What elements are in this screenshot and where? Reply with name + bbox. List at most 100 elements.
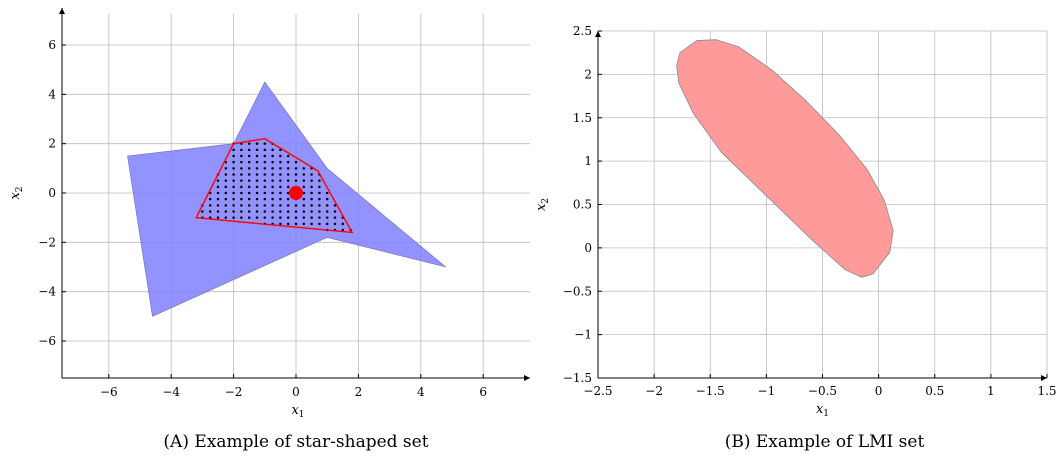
sample-dot: [302, 204, 306, 207]
x-tick-label: 1: [987, 384, 995, 398]
sample-dot: [208, 197, 212, 201]
sample-dot: [310, 204, 313, 207]
sample-dot: [224, 185, 228, 189]
sample-dot: [255, 148, 259, 152]
x-tick-label: −4: [162, 385, 180, 399]
sample-dot: [224, 197, 228, 201]
y-tick-label: 0.5: [573, 198, 592, 212]
sample-dot: [279, 154, 282, 158]
x-tick-label: 1.5: [1037, 384, 1056, 398]
lmi-set-region: [676, 39, 894, 278]
sample-dot: [232, 216, 235, 219]
sample-dot: [279, 222, 282, 226]
sample-dot: [286, 197, 290, 201]
sample-dot: [240, 173, 243, 176]
y-tick-label: 1.5: [573, 111, 592, 125]
sample-dot: [263, 179, 267, 182]
sample-dot: [232, 173, 235, 176]
sample-dot: [286, 179, 290, 182]
star-set-sample-dots: [201, 142, 352, 232]
sample-dot: [240, 216, 243, 219]
sample-dot: [333, 222, 337, 226]
center-point: [289, 186, 303, 200]
y-tick-label: 0: [584, 241, 592, 255]
sample-dot: [263, 191, 267, 195]
x-tick-label: −2: [645, 384, 663, 398]
sample-dot: [224, 191, 228, 195]
x-tick-label: 2: [355, 385, 363, 399]
sample-dot: [247, 204, 251, 207]
sample-dot: [247, 142, 251, 145]
x-tick-label: −0.5: [808, 384, 837, 398]
sample-dot: [271, 167, 274, 170]
sample-dot: [240, 197, 243, 201]
sample-dot: [255, 216, 259, 219]
sample-dot: [240, 154, 243, 158]
sample-dot: [310, 191, 313, 195]
sample-dot: [279, 191, 282, 195]
sample-dot: [255, 197, 259, 201]
sample-dot: [232, 191, 235, 195]
sample-dot: [224, 179, 228, 182]
sample-dot: [333, 216, 337, 219]
sample-dot: [279, 216, 282, 219]
x-tick-label: −1.5: [696, 384, 725, 398]
sample-dot: [271, 160, 274, 164]
sample-dot: [263, 204, 267, 207]
sample-dot: [263, 173, 267, 176]
sample-dot: [286, 154, 290, 158]
sample-dot: [318, 185, 321, 189]
y-tick-label: −4: [38, 285, 56, 299]
sample-dot: [263, 216, 267, 219]
sample-dot: [247, 173, 251, 176]
chart-a-xlabel: x1: [291, 403, 304, 420]
sample-dot: [341, 228, 345, 232]
chart-b-xlabel: x1: [816, 402, 829, 419]
sample-dot: [294, 222, 298, 226]
sample-dot: [294, 210, 298, 213]
sample-dot: [294, 204, 298, 207]
sample-dot: [263, 210, 267, 213]
sample-dot: [263, 185, 267, 189]
sample-dot: [255, 142, 259, 145]
sample-dot: [318, 222, 321, 226]
x-tick-label: −6: [100, 385, 118, 399]
sample-dot: [325, 197, 329, 201]
sample-dot: [318, 197, 321, 201]
sample-dot: [240, 160, 243, 164]
sample-dot: [263, 167, 267, 170]
y-tick-label: 6: [48, 38, 56, 52]
sample-dot: [302, 185, 306, 189]
sample-dot: [318, 216, 321, 219]
sample-dot: [240, 167, 243, 170]
sample-dot: [232, 185, 235, 189]
sample-dot: [302, 167, 306, 170]
sample-dot: [310, 222, 313, 226]
sample-dot: [224, 204, 228, 207]
sample-dot: [271, 204, 274, 207]
sample-dot: [240, 191, 243, 195]
sample-dot: [216, 197, 220, 201]
chart-a-ylabel: x2: [8, 186, 25, 199]
sample-dot: [318, 204, 321, 207]
sample-dot: [279, 173, 282, 176]
sample-dot: [255, 210, 259, 213]
sample-dot: [255, 167, 259, 170]
chart-a: −6 −4 −2 0 2 4 6 −6 −4 −2 0 2 4 6 x1 x2 (A) Example o…: [8, 8, 530, 452]
sample-dot: [255, 173, 259, 176]
y-tick-label: −1.5: [563, 371, 592, 385]
x-tick-label: 0: [875, 384, 883, 398]
sample-dot: [286, 222, 290, 226]
sample-dot: [271, 185, 274, 189]
y-tick-label: −1: [574, 328, 592, 342]
x-tick-label: −2.5: [583, 384, 612, 398]
sample-dot: [294, 216, 298, 219]
sample-dot: [232, 167, 235, 170]
sample-dot: [294, 173, 298, 176]
sample-dot: [247, 197, 251, 201]
sample-dot: [224, 216, 228, 219]
sample-dot: [216, 191, 220, 195]
y-tick-label: 0: [48, 186, 56, 200]
y-tick-label: −0.5: [563, 284, 592, 298]
